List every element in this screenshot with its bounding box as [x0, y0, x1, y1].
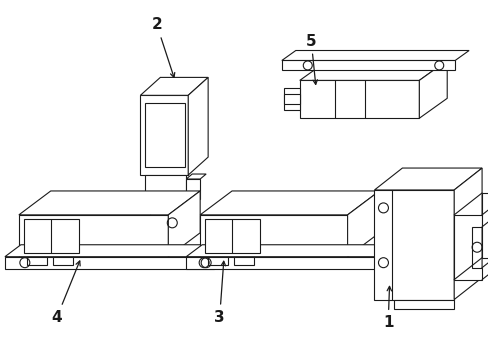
Polygon shape — [374, 168, 481, 190]
Polygon shape — [168, 191, 200, 257]
Polygon shape — [200, 191, 379, 215]
Polygon shape — [281, 50, 468, 60]
Polygon shape — [481, 193, 488, 258]
Polygon shape — [5, 245, 229, 257]
Text: 4: 4 — [52, 261, 80, 325]
Polygon shape — [140, 95, 188, 175]
Polygon shape — [283, 88, 299, 110]
Text: 3: 3 — [214, 261, 225, 325]
Text: 1: 1 — [382, 286, 393, 330]
Polygon shape — [281, 60, 454, 71]
Polygon shape — [5, 257, 214, 269]
Polygon shape — [419, 60, 447, 118]
Polygon shape — [186, 174, 206, 179]
Polygon shape — [234, 257, 253, 265]
Polygon shape — [208, 257, 227, 265]
Polygon shape — [19, 191, 200, 215]
Polygon shape — [299, 60, 447, 80]
Polygon shape — [347, 191, 379, 257]
Polygon shape — [53, 257, 73, 265]
Polygon shape — [19, 215, 168, 257]
Polygon shape — [453, 215, 481, 280]
Polygon shape — [186, 179, 200, 199]
Polygon shape — [24, 219, 79, 253]
Polygon shape — [283, 94, 299, 104]
Text: 2: 2 — [151, 17, 174, 77]
Text: 5: 5 — [305, 33, 317, 84]
Polygon shape — [205, 219, 260, 253]
Polygon shape — [394, 300, 453, 310]
Polygon shape — [27, 257, 47, 265]
Polygon shape — [145, 103, 185, 167]
Polygon shape — [186, 257, 393, 269]
Polygon shape — [186, 245, 408, 257]
Polygon shape — [188, 77, 208, 175]
Polygon shape — [200, 215, 347, 257]
Polygon shape — [374, 190, 453, 300]
Polygon shape — [453, 168, 481, 300]
Polygon shape — [145, 175, 186, 203]
Polygon shape — [299, 80, 419, 118]
Polygon shape — [140, 77, 208, 95]
